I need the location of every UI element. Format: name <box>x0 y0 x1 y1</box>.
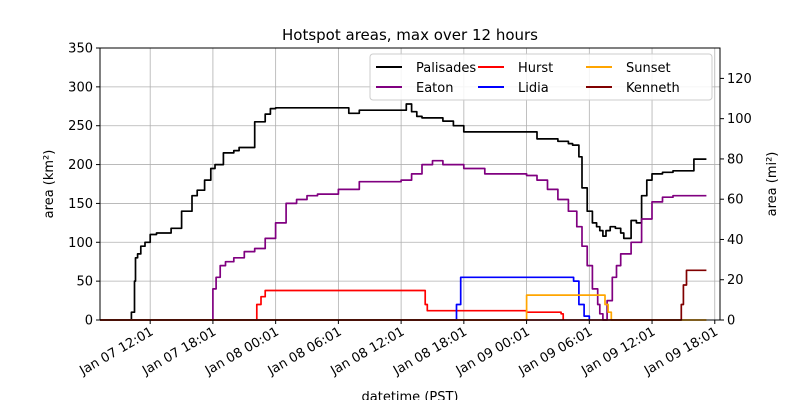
legend-label-hurst: Hurst <box>518 61 553 76</box>
right-y-axis-label: area (mi²) <box>765 152 780 217</box>
series-lines <box>100 103 707 321</box>
plot-frame <box>99 47 721 321</box>
grid-lines <box>100 47 720 321</box>
left-y-tick-label: 150 <box>68 197 93 212</box>
chart-title: Hotspot areas, max over 12 hours <box>282 26 538 44</box>
left-y-tick-label: 200 <box>68 158 93 173</box>
left-y-tick-label: 350 <box>68 42 93 57</box>
series-line-sunset <box>100 294 707 321</box>
left-y-tick-label: 250 <box>68 119 93 134</box>
left-y-axis-label: area (km²) <box>42 150 57 219</box>
series-line-lidia <box>100 276 591 321</box>
series-line-palisades <box>129 103 707 321</box>
right-y-tick-label: 80 <box>727 152 744 167</box>
legend-label-kenneth: Kenneth <box>626 81 680 96</box>
x-axis-label: datetime (PST) <box>362 390 459 400</box>
left-y-tick-label: 100 <box>68 236 93 251</box>
left-y-tick-label: 300 <box>68 80 93 95</box>
legend: Palisades Eaton Hurst Lidia Sunset Kenneth <box>369 53 713 101</box>
series-line-eaton <box>100 159 707 321</box>
left-y-tick-label: 0 <box>85 314 93 329</box>
legend-box <box>369 53 713 101</box>
right-y-tick-label: 60 <box>727 193 744 208</box>
right-y-tick-label: 40 <box>727 233 744 248</box>
right-y-tick-label: 100 <box>727 112 752 127</box>
legend-label-sunset: Sunset <box>626 61 671 76</box>
legend-label-eaton: Eaton <box>416 81 453 96</box>
right-y-tick-label: 120 <box>727 72 752 87</box>
left-y-ticks: 0 50 100 150 200 250 300 350 <box>68 42 100 329</box>
series-line-hurst <box>100 289 565 321</box>
left-y-tick-label: 50 <box>76 275 93 290</box>
right-y-ticks: 0 20 40 60 80 100 120 <box>720 72 752 329</box>
legend-label-palisades: Palisades <box>416 61 476 76</box>
legend-label-lidia: Lidia <box>518 81 549 96</box>
right-y-tick-label: 20 <box>727 273 744 288</box>
right-y-tick-label: 0 <box>727 314 735 329</box>
